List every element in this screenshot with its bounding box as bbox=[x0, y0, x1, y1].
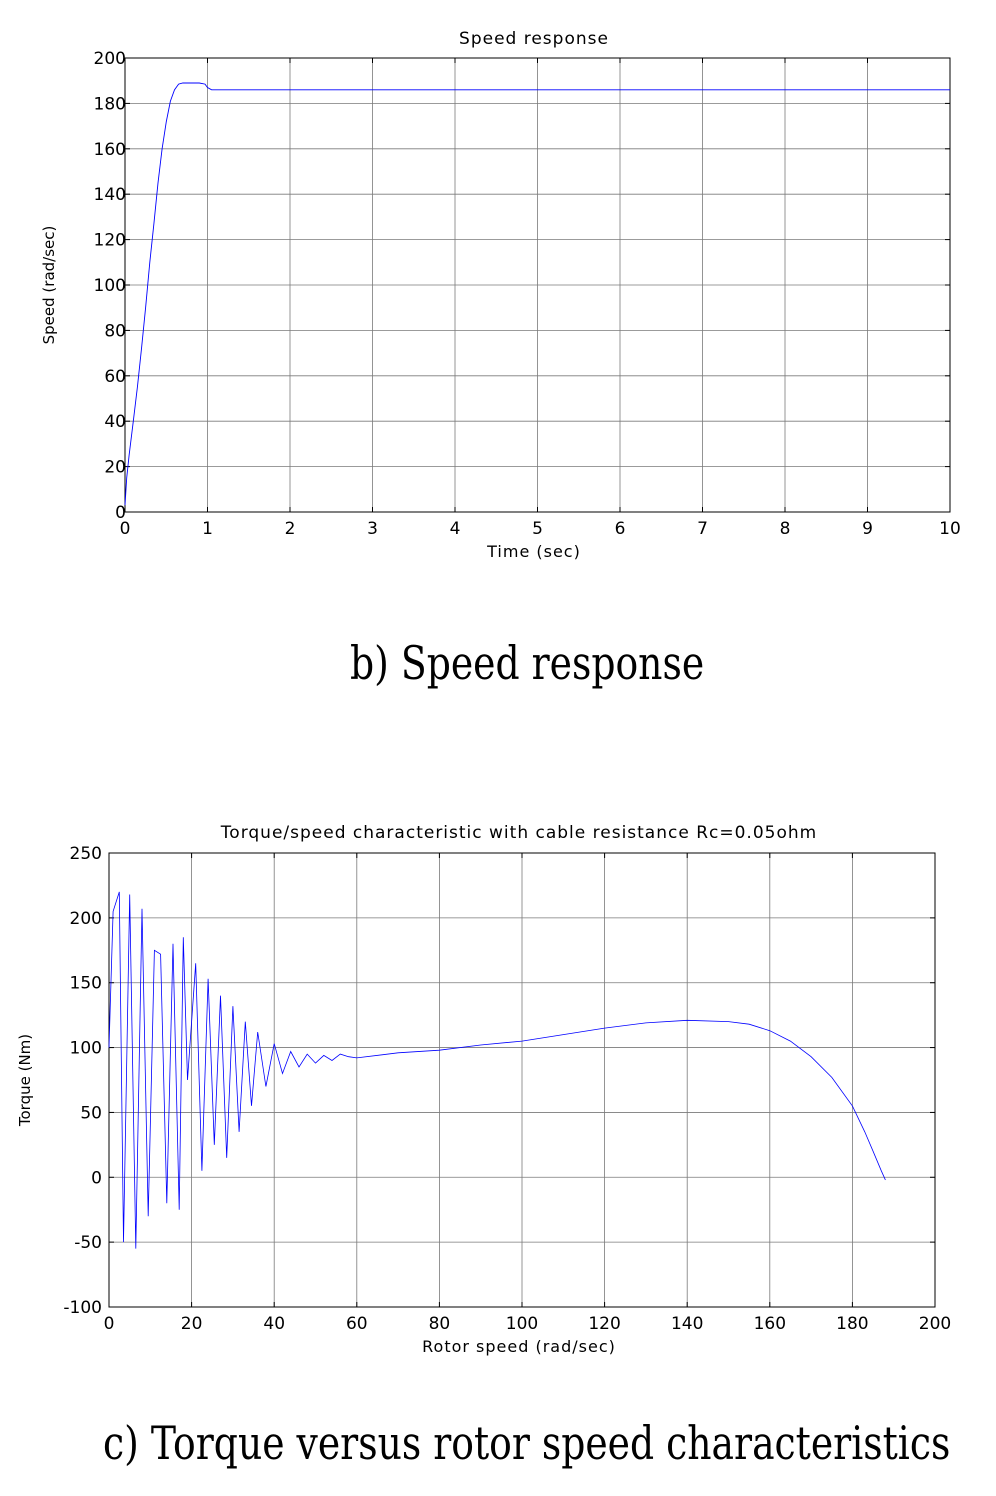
x-tick-label: 40 bbox=[263, 1314, 285, 1334]
y-tick-label: 140 bbox=[94, 185, 126, 205]
y-tick-label: 80 bbox=[104, 321, 126, 341]
x-tick-label: 1 bbox=[202, 519, 213, 539]
y-axis-ticks: 0 20 40 60 80 100 120 140 160 180 200 bbox=[94, 49, 950, 523]
x-tick-label: 60 bbox=[346, 1314, 368, 1334]
torque-speed-chart: -100 -50 0 50 100 150 200 250 0 20 40 60 80 100 120 14… bbox=[16, 823, 951, 1356]
x-tick-label: 100 bbox=[506, 1314, 538, 1334]
torque-series-line bbox=[108, 891, 886, 1249]
chart-title: Torque/speed characteristic with cable r… bbox=[220, 823, 817, 843]
x-tick-label: 8 bbox=[780, 519, 791, 539]
x-tick-label: 180 bbox=[836, 1314, 868, 1334]
x-tick-label: 200 bbox=[919, 1314, 951, 1334]
plot-grid bbox=[109, 853, 935, 1307]
y-tick-label: 180 bbox=[94, 94, 126, 114]
speed-response-chart: 0 20 40 60 80 100 120 140 160 180 200 0 1 2 3 4 5 6 7 8 9 10… bbox=[40, 29, 961, 561]
x-tick-label: 2 bbox=[285, 519, 296, 539]
y-tick-label: 200 bbox=[94, 49, 126, 69]
figure-caption-c: c) Torque versus rotor speed characteris… bbox=[103, 1416, 951, 1470]
plot-grid bbox=[125, 58, 950, 512]
x-tick-label: 20 bbox=[181, 1314, 203, 1334]
x-tick-label: 0 bbox=[104, 1314, 115, 1334]
y-tick-label: 120 bbox=[94, 231, 126, 251]
y-axis-label: Torque (Nm) bbox=[16, 1034, 34, 1127]
x-tick-label: 7 bbox=[697, 519, 708, 539]
x-tick-label: 140 bbox=[671, 1314, 703, 1334]
y-tick-label: 200 bbox=[70, 909, 102, 929]
y-tick-label: 60 bbox=[104, 367, 126, 387]
y-tick-label: -50 bbox=[74, 1233, 102, 1253]
y-tick-label: 50 bbox=[80, 1103, 102, 1123]
x-tick-label: 9 bbox=[862, 519, 873, 539]
y-tick-label: 250 bbox=[70, 844, 102, 864]
x-tick-label: 120 bbox=[588, 1314, 620, 1334]
x-tick-label: 5 bbox=[532, 519, 543, 539]
y-tick-label: 0 bbox=[91, 1168, 102, 1188]
y-tick-label: -100 bbox=[63, 1298, 102, 1318]
y-axis-label: Speed (rad/sec) bbox=[40, 226, 58, 345]
y-tick-label: 150 bbox=[70, 974, 102, 994]
x-tick-label: 4 bbox=[450, 519, 461, 539]
x-axis-ticks: 0 20 40 60 80 100 120 140 160 180 200 bbox=[104, 853, 951, 1334]
x-tick-label: 80 bbox=[429, 1314, 451, 1334]
x-tick-label: 10 bbox=[939, 519, 961, 539]
figure-caption-b: b) Speed response bbox=[350, 636, 705, 690]
y-tick-label: 20 bbox=[104, 458, 126, 478]
chart-title: Speed response bbox=[459, 29, 609, 49]
x-tick-label: 3 bbox=[367, 519, 378, 539]
x-tick-label: 6 bbox=[615, 519, 626, 539]
y-tick-label: 100 bbox=[70, 1039, 102, 1059]
y-tick-label: 40 bbox=[104, 412, 126, 432]
x-axis-label: Rotor speed (rad/sec) bbox=[422, 1337, 616, 1356]
y-tick-label: 100 bbox=[94, 276, 126, 296]
y-tick-label: 160 bbox=[94, 140, 126, 160]
y-tick-label: 0 bbox=[115, 503, 126, 523]
x-tick-label: 160 bbox=[754, 1314, 786, 1334]
speed-series-line bbox=[124, 82, 950, 506]
y-axis-ticks: -100 -50 0 50 100 150 200 250 bbox=[63, 844, 935, 1318]
x-axis-ticks: 0 1 2 3 4 5 6 7 8 9 10 bbox=[120, 58, 961, 539]
x-axis-label: Time (sec) bbox=[486, 542, 581, 561]
x-tick-label: 0 bbox=[120, 519, 131, 539]
